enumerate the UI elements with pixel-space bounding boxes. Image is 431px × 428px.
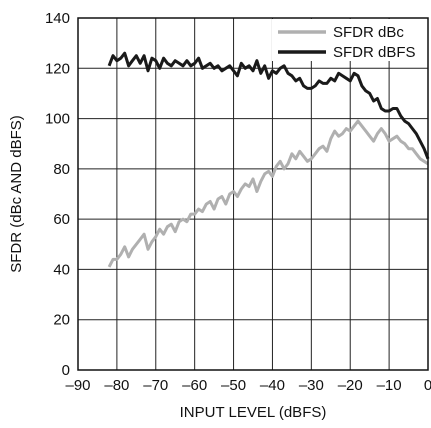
y-tick-label: 120 xyxy=(45,60,70,77)
y-tick-label: 0 xyxy=(62,362,70,379)
x-tick-label: 0 xyxy=(424,377,431,394)
series-line-sfdr-dbc xyxy=(107,119,429,268)
x-tick-label: –30 xyxy=(299,377,324,394)
y-tick-labels: 0 20 40 60 80 100 120 140 xyxy=(45,10,70,379)
y-tick-label: 40 xyxy=(53,261,70,278)
x-tick-label: –10 xyxy=(377,377,402,394)
y-tick-label: 20 xyxy=(53,312,70,329)
x-tick-label: –90 xyxy=(65,377,90,394)
plot-frame xyxy=(77,17,429,371)
x-axis-title: INPUT LEVEL (dBFS) xyxy=(180,404,327,421)
legend-background xyxy=(272,19,427,61)
y-axis-title: SFDR (dBc AND dBFS) xyxy=(8,115,25,273)
legend: SFDR dBc SFDR dBFS xyxy=(272,19,427,61)
series-lines xyxy=(107,51,430,268)
y-tick-label: 80 xyxy=(53,161,70,178)
x-tick-label: –70 xyxy=(143,377,168,394)
y-tick-label: 60 xyxy=(53,211,70,228)
x-tick-label: –60 xyxy=(182,377,207,394)
x-tick-label: –40 xyxy=(260,377,285,394)
series-line-sfdr-dbfs xyxy=(107,51,430,160)
y-tick-label: 140 xyxy=(45,10,70,27)
legend-label-sfdr-dbfs: SFDR dBFS xyxy=(333,44,416,61)
x-tick-label: –80 xyxy=(104,377,129,394)
legend-label-sfdr-dbc: SFDR dBc xyxy=(333,24,404,41)
x-tick-labels: –90 –80 –70 –60 –50 –40 –30 –20 –10 0 xyxy=(65,377,431,394)
x-tick-label: –20 xyxy=(338,377,363,394)
x-tick-label: –50 xyxy=(221,377,246,394)
y-tick-label: 100 xyxy=(45,111,70,128)
